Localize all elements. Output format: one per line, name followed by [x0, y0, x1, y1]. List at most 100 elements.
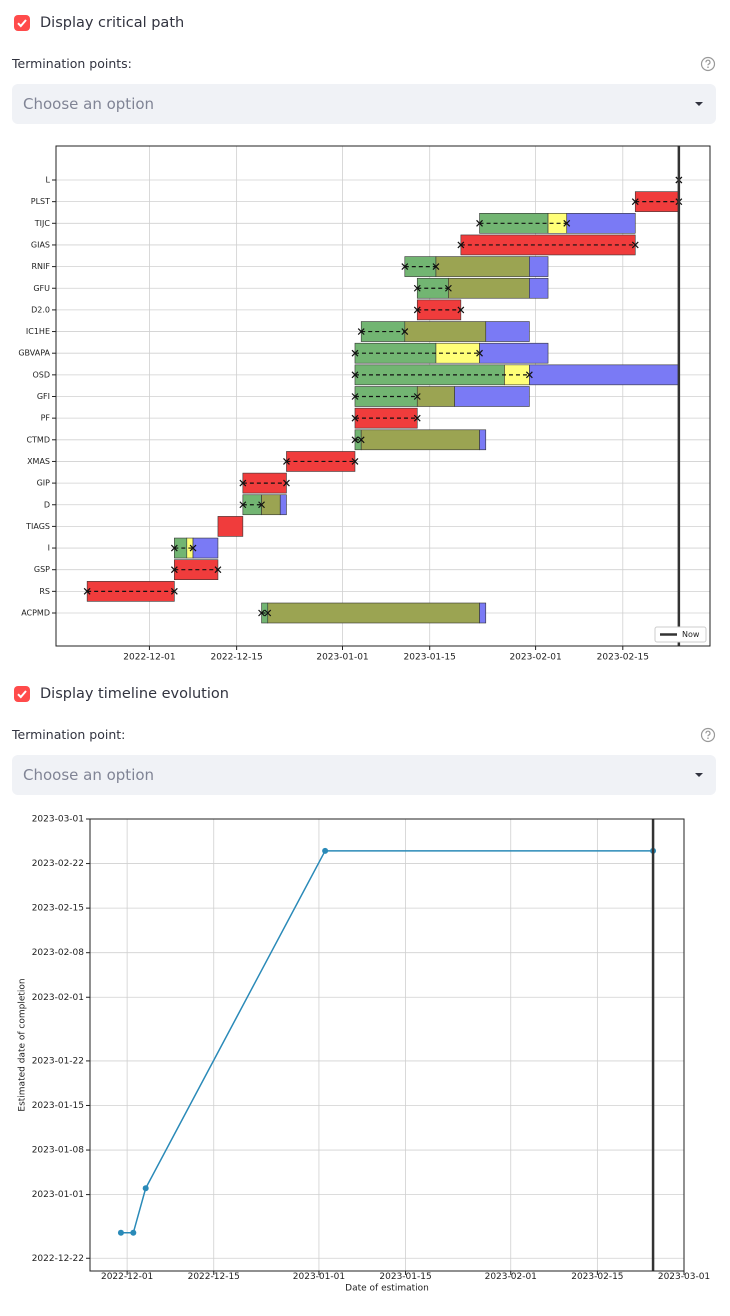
legend-box	[654, 626, 707, 643]
x-tick-label: 2023-03-01	[658, 1272, 710, 1282]
checkbox-box[interactable]	[14, 15, 30, 31]
path-end-marker	[476, 349, 483, 357]
select-box[interactable]: Choose an option	[12, 755, 716, 795]
path-end-marker	[631, 241, 639, 249]
path-start-marker	[476, 219, 483, 227]
path-start-marker	[351, 414, 359, 422]
plot-frame	[89, 818, 685, 1272]
checkbox-label: Display timeline evolution	[40, 686, 229, 702]
x-tick-label: 2023-02-15	[597, 653, 649, 663]
help-icon[interactable]	[700, 56, 716, 72]
y-tick-label: 2023-01-01	[32, 1190, 84, 1200]
x-tick-label: 2022-12-01	[123, 653, 175, 663]
path-end-marker	[563, 219, 571, 227]
task-bar	[454, 386, 530, 407]
path-end-marker	[357, 436, 365, 444]
x-tick-label: 2023-01-01	[316, 653, 368, 663]
data-point	[117, 1229, 124, 1236]
y-tick-label: GIAS	[31, 240, 50, 249]
y-tick-label: GSP	[34, 565, 50, 574]
path-start-marker	[413, 284, 421, 292]
select-box[interactable]: Choose an option	[12, 84, 716, 124]
task-bar	[217, 516, 244, 537]
y-tick-label: TIAGS	[25, 522, 50, 531]
y-tick-label: TIJC	[34, 219, 51, 228]
legend-label: Now	[682, 630, 700, 639]
y-tick-label: D	[44, 500, 50, 509]
path-start-marker	[631, 198, 639, 206]
task-bar	[261, 494, 281, 516]
x-tick-label: 2023-01-15	[379, 1272, 431, 1282]
path-start-marker	[351, 393, 359, 400]
y-tick-label: I	[48, 544, 50, 553]
path-end-marker	[401, 328, 409, 335]
timeline-checkbox[interactable]: Display timeline evolution	[14, 686, 229, 702]
data-point	[142, 1185, 149, 1192]
y-tick-label: CTMD	[26, 435, 50, 444]
task-bar	[529, 256, 549, 277]
y-tick-label: 2023-02-15	[32, 904, 84, 914]
data-point	[130, 1229, 137, 1236]
task-bar	[448, 277, 530, 299]
path-start-marker	[283, 458, 290, 465]
data-point	[322, 847, 329, 854]
caret-icon	[695, 102, 703, 106]
path-end-marker	[444, 284, 452, 292]
task-bar	[566, 213, 636, 234]
path-end-marker	[413, 414, 421, 422]
path-start-marker	[401, 263, 409, 271]
path-end-marker	[264, 609, 272, 617]
task-bar	[435, 256, 530, 277]
y-tick-label: RNIF	[31, 262, 50, 271]
x-tick-label: 2023-02-15	[571, 1272, 623, 1282]
y-tick-label: 2023-01-08	[32, 1146, 85, 1156]
select-placeholder: Choose an option	[23, 95, 155, 113]
y-tick-label: L	[46, 176, 51, 185]
x-tick-label: 2023-01-15	[404, 653, 456, 663]
checkbox-box[interactable]	[14, 686, 30, 702]
task-bar	[479, 342, 549, 364]
y-tick-label: 2023-02-01	[32, 993, 84, 1003]
path-end-marker	[432, 263, 440, 271]
path-start-marker	[239, 479, 247, 487]
path-end-marker	[189, 544, 197, 552]
y-tick-label: ACPMD	[21, 609, 50, 618]
x-tick-label: 2022-12-15	[210, 653, 262, 663]
task-bar	[529, 277, 549, 299]
x-tick-label: 2023-02-01	[509, 653, 561, 663]
task-bar	[404, 321, 487, 342]
y-tick-label: IC1HE	[26, 327, 50, 336]
task-bar	[279, 494, 287, 516]
x-tick-label: 2022-12-15	[188, 1272, 240, 1282]
select-placeholder: Choose an option	[23, 766, 155, 784]
task-bar	[267, 602, 480, 624]
y-axis-label: Estimated date of completion	[18, 978, 28, 1111]
path-end-marker	[351, 458, 359, 465]
y-tick-label: GFI	[37, 392, 50, 401]
path-start-marker	[170, 566, 178, 574]
critical-path-checkbox[interactable]: Display critical path	[14, 15, 184, 31]
task-bar	[360, 429, 480, 451]
path-end-marker	[214, 566, 222, 574]
path-end-marker	[283, 479, 290, 487]
y-tick-label: XMAS	[27, 457, 50, 466]
path-start-marker	[357, 328, 365, 335]
task-bar	[416, 386, 455, 407]
y-tick-label: 2022-12-22	[32, 1254, 84, 1264]
check-icon	[17, 690, 27, 699]
y-tick-label: GIP	[37, 479, 51, 488]
field-label: Termination points:	[12, 56, 132, 71]
path-end-marker	[170, 587, 178, 595]
task-bar	[479, 602, 487, 624]
task-bar	[192, 537, 219, 559]
path-end-marker	[258, 501, 265, 509]
y-tick-label: GFU	[33, 284, 50, 293]
y-tick-label: PLST	[31, 197, 50, 206]
path-end-marker	[413, 393, 421, 400]
x-tick-label: 2023-02-01	[485, 1272, 537, 1282]
help-icon[interactable]	[700, 727, 716, 743]
path-start-marker	[258, 609, 265, 617]
path-start-marker	[351, 371, 359, 379]
y-tick-label: 2023-03-01	[32, 815, 84, 825]
